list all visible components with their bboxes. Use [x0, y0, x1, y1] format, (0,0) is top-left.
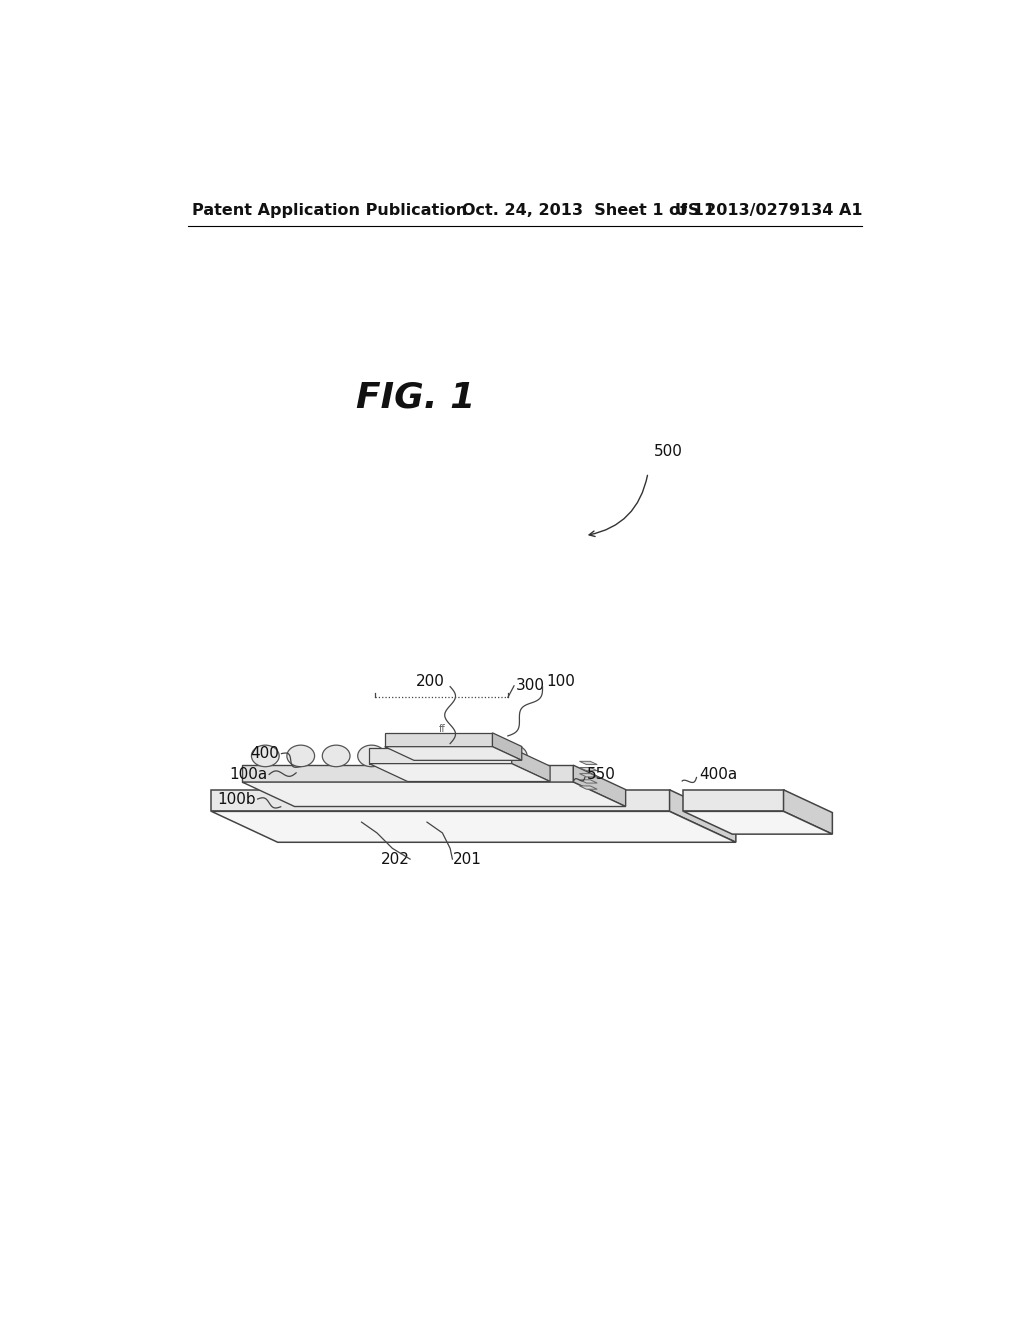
Polygon shape — [211, 789, 670, 812]
Text: 500: 500 — [654, 444, 683, 459]
Ellipse shape — [464, 744, 492, 767]
Polygon shape — [580, 780, 597, 783]
Ellipse shape — [420, 741, 431, 747]
Polygon shape — [573, 766, 626, 807]
Text: 202: 202 — [381, 851, 410, 867]
Text: Oct. 24, 2013  Sheet 1 of 11: Oct. 24, 2013 Sheet 1 of 11 — [462, 203, 715, 218]
Text: 550: 550 — [587, 767, 615, 781]
Polygon shape — [243, 766, 573, 781]
Polygon shape — [243, 781, 626, 807]
Polygon shape — [683, 789, 783, 812]
Polygon shape — [370, 748, 512, 763]
Ellipse shape — [287, 744, 314, 767]
Polygon shape — [580, 762, 597, 764]
Ellipse shape — [500, 744, 527, 767]
Text: 100a: 100a — [229, 767, 267, 781]
Polygon shape — [385, 733, 493, 747]
Ellipse shape — [252, 744, 280, 767]
Text: 100: 100 — [547, 675, 575, 689]
Polygon shape — [211, 812, 736, 842]
Polygon shape — [370, 763, 550, 781]
Text: ff: ff — [439, 723, 445, 734]
Polygon shape — [670, 789, 736, 842]
Polygon shape — [512, 748, 550, 781]
Ellipse shape — [398, 741, 410, 747]
Text: 400a: 400a — [698, 767, 737, 781]
Text: Patent Application Publication: Patent Application Publication — [193, 203, 467, 218]
Text: FIG. 1: FIG. 1 — [355, 380, 475, 414]
Ellipse shape — [393, 744, 421, 767]
Polygon shape — [580, 774, 597, 777]
Polygon shape — [385, 747, 522, 760]
Polygon shape — [580, 767, 597, 771]
Ellipse shape — [357, 744, 385, 767]
Text: 200: 200 — [416, 675, 444, 689]
Polygon shape — [493, 733, 522, 760]
Ellipse shape — [429, 744, 457, 767]
Text: 100b: 100b — [217, 792, 256, 807]
Text: 300: 300 — [515, 678, 545, 693]
Text: 201: 201 — [453, 851, 481, 867]
Ellipse shape — [323, 744, 350, 767]
Text: US 2013/0279134 A1: US 2013/0279134 A1 — [675, 203, 862, 218]
Polygon shape — [683, 812, 833, 834]
Text: 400: 400 — [250, 746, 280, 762]
Polygon shape — [580, 785, 597, 789]
Polygon shape — [783, 789, 833, 834]
